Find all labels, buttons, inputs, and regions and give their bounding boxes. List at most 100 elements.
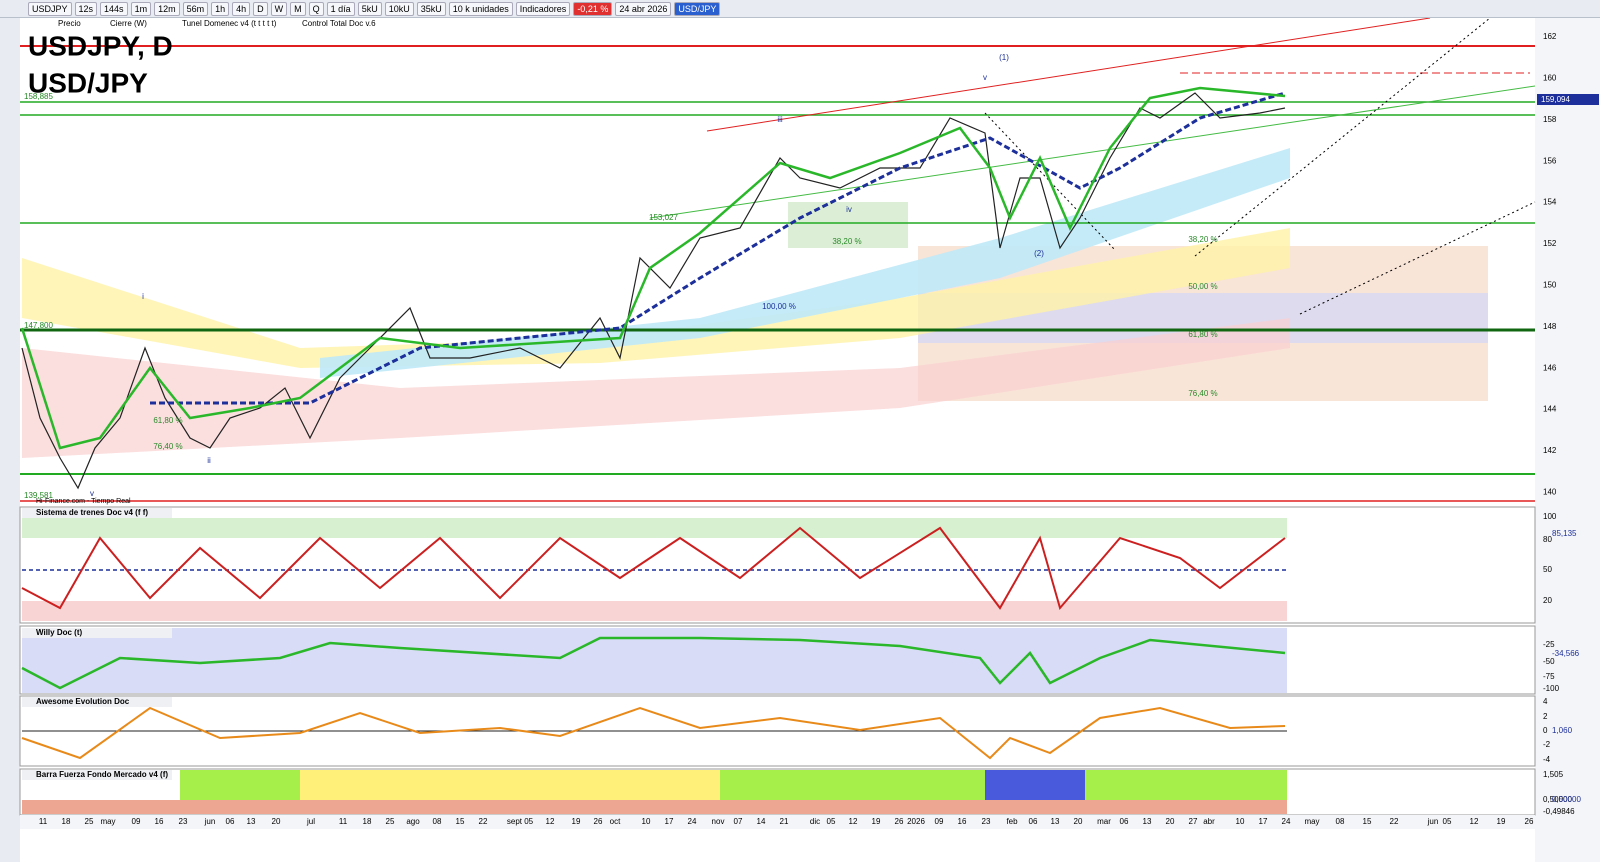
date-label: dic: [810, 817, 820, 826]
price-label: 158: [1543, 115, 1557, 124]
tool-column: [0, 18, 20, 862]
toolbar-button[interactable]: M: [290, 1, 306, 16]
level-tag: 147,800: [24, 321, 53, 330]
price-label: 142: [1543, 446, 1557, 455]
date-label: 18: [363, 817, 372, 826]
panel-axis-label: 0: [1543, 726, 1548, 735]
annotation: i: [142, 292, 144, 301]
date-label: 2026: [907, 817, 925, 826]
panel-title: Sistema de trenes Doc v4 (f f): [36, 508, 148, 517]
date-label: feb: [1006, 817, 1018, 826]
annotation: v: [90, 489, 94, 498]
panel-title: Awesome Evolution Doc: [36, 697, 130, 706]
date-label: 11: [339, 817, 348, 826]
date-label: 13: [1051, 817, 1060, 826]
panel-axis-label: 2: [1543, 712, 1548, 721]
toolbar-button[interactable]: 12s: [74, 1, 98, 16]
date-label: 25: [386, 817, 395, 826]
annotation: 61,80 %: [1188, 330, 1217, 339]
panel-axis-label: 80: [1543, 535, 1552, 544]
annotation: 50,00 %: [1188, 282, 1217, 291]
toolbar-button[interactable]: 5kU: [357, 1, 382, 16]
panel-axis-label: -2: [1543, 740, 1551, 749]
toolbar-button[interactable]: 12m: [154, 1, 180, 16]
panel-tag: -34,566: [1552, 649, 1580, 658]
panel-axis-label: 4: [1543, 697, 1548, 706]
annotation: 61,80 %: [153, 416, 182, 425]
date-label: 12: [546, 817, 555, 826]
level-tag: 153,027: [649, 213, 678, 222]
price-tag-bg: [1537, 94, 1599, 105]
date-label: may: [100, 817, 115, 826]
toolbar: USDJPY 12s 144s 1m 12m 56m 1h 4h D W M Q 1 día 5kU 10…: [0, 0, 1600, 18]
panel-axis-label: -4: [1543, 755, 1551, 764]
chart-title: USDJPY, D: [28, 30, 173, 61]
price-label: 140: [1543, 488, 1557, 497]
date-label: 06: [1029, 817, 1038, 826]
date-label: 17: [1259, 817, 1268, 826]
toolbar-button[interactable]: 1m: [130, 1, 152, 16]
price-axis: [1535, 18, 1600, 862]
date-label: 14: [757, 817, 766, 826]
date-label: 24: [688, 817, 697, 826]
panel-tag: 1,060: [1552, 726, 1573, 735]
date-label: 23: [982, 817, 991, 826]
date-label: 15: [456, 817, 465, 826]
toolbar-button[interactable]: 35kU: [416, 1, 446, 16]
toolbar-button[interactable]: 144s: [100, 1, 128, 16]
toolbar-button[interactable]: 1 día: [326, 1, 355, 16]
legend-item: Precio: [58, 19, 81, 28]
zones: [22, 148, 1488, 458]
price-label: 156: [1543, 156, 1557, 165]
panel-axis-label: 100: [1543, 512, 1557, 521]
toolbar-button[interactable]: 10 k unidades: [448, 1, 513, 16]
date-label: 16: [958, 817, 967, 826]
date-label: 06: [226, 817, 235, 826]
date-label: abr: [1203, 817, 1215, 826]
panel-header: [22, 697, 172, 707]
date-label: 05: [1443, 817, 1452, 826]
toolbar-button[interactable]: 1h: [211, 1, 230, 16]
panel-tag: 0,50000: [1552, 795, 1581, 804]
panel-title: Willy Doc (t): [36, 628, 82, 637]
price-label: 154: [1543, 198, 1557, 207]
panel-header: [22, 770, 172, 780]
toolbar-button[interactable]: 56m: [182, 1, 209, 16]
date-label: 26: [594, 817, 603, 826]
date-label: 06: [1120, 817, 1129, 826]
date-label: 22: [1390, 817, 1399, 826]
price-label: 160: [1543, 74, 1557, 83]
price-label: 148: [1543, 322, 1557, 331]
level-tag: 139,581: [24, 491, 53, 500]
date-label: 08: [1336, 817, 1345, 826]
panel-header: [22, 508, 172, 518]
toolbar-button[interactable]: W: [270, 1, 288, 16]
panel-header: [22, 628, 172, 638]
date-label: 26: [895, 817, 904, 826]
toolbar-button[interactable]: D: [253, 1, 268, 16]
date-label: 12: [1470, 817, 1479, 826]
price-line: [21, 92, 1286, 490]
date-label: 08: [433, 817, 442, 826]
generated: Precio Cierre (W) Tunel Domenec v4 (t t t …: [20, 19, 1581, 829]
levels: [20, 18, 1536, 502]
date-label: 07: [734, 817, 743, 826]
date-label: 10: [1236, 817, 1245, 826]
legend-item: Control Total Doc v.6: [302, 19, 376, 28]
date-label: 21: [780, 817, 789, 826]
price-label: 150: [1543, 281, 1557, 290]
symbol[interactable]: USDJPY: [28, 1, 72, 16]
toolbar-button[interactable]: Indicadores: [515, 1, 571, 16]
date-axis: [20, 815, 1535, 829]
panel-axis-label: -75: [1543, 672, 1555, 681]
annotation: 38,20 %: [1188, 235, 1217, 244]
annotation: (2): [1034, 249, 1044, 258]
date-label: 26: [1525, 817, 1534, 826]
toolbar-button[interactable]: 10kU: [384, 1, 414, 16]
date-label: 20: [1166, 817, 1175, 826]
signal-line: [20, 86, 1286, 450]
annotation: 100,00 %: [762, 302, 796, 311]
toolbar-button[interactable]: 4h: [232, 1, 251, 16]
date-label: sept 05: [507, 817, 534, 826]
toolbar-button[interactable]: Q: [308, 1, 324, 16]
